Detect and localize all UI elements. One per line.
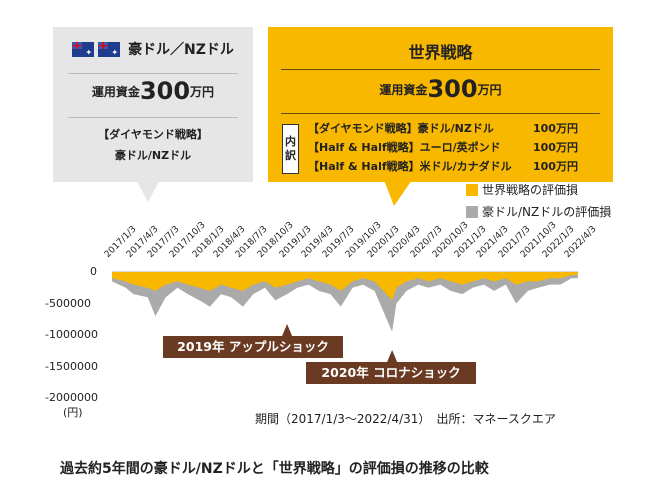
figure-caption: 過去約5年間の豪ドル/NZドルと「世界戦略」の評価損の推移の比較 (60, 461, 489, 477)
breakdown-row: 【ダイヤモンド戦略】豪ドル/NZドル 100万円 (308, 122, 578, 135)
australia-flag-icon (72, 41, 95, 57)
world-strategy-title: 世界戦略 (408, 43, 473, 62)
divider (281, 69, 600, 70)
aud-nzd-callout: 豪ドル／NZドル 運用資金300万円 【ダイヤモンド戦略】 豪ドル/NZドル (53, 27, 253, 182)
world-strategy-callout: 世界戦略 運用資金300万円 内 訳 【ダイヤモンド戦略】豪ドル/NZドル 100… (268, 27, 613, 182)
y-tick-label: -1500000 (45, 359, 98, 373)
world-strategy-capital: 運用資金300万円 (379, 75, 502, 103)
annotation-pointer (387, 350, 398, 362)
y-tick-label: -2000000 (45, 391, 98, 404)
aud-nzd-header: 豪ドル／NZドル (53, 27, 253, 71)
annotation-pointer (282, 324, 293, 336)
breakdown-tag: 内 訳 (282, 124, 299, 174)
breakdown-row: 【Half & Half戦略】ユーロ/英ポンド 100万円 (308, 141, 578, 154)
apple-shock-label: 2019年 アップルショック (163, 336, 343, 358)
breakdown-row: 【Half & Half戦略】米ドル/カナダドル 100万円 (308, 160, 578, 173)
legend-aud-nzd: 豪ドル/NZドルの評価損 (466, 203, 611, 220)
callout-pointer (136, 180, 160, 202)
series-area-world-strategy (112, 272, 578, 301)
legend-swatch (466, 183, 478, 196)
y-unit-label: (円) (63, 406, 83, 419)
legend-swatch (466, 205, 478, 218)
period-source-note: 期間（2017/1/3〜2022/4/31） 出所：マネースクエア (255, 412, 556, 426)
aud-nzd-capital: 運用資金300万円 (91, 77, 215, 105)
legend-world-strategy: 世界戦略の評価損 (466, 181, 578, 198)
divider (68, 117, 238, 118)
divider (68, 73, 238, 74)
series-area-aud-nzd (112, 272, 578, 332)
y-tick-label: 0 (90, 265, 97, 278)
aud-nzd-title: 豪ドル／NZドル (128, 42, 234, 58)
aud-nzd-strategy: 【ダイヤモンド戦略】 豪ドル/NZドル (98, 128, 208, 162)
new-zealand-flag-icon (98, 41, 121, 57)
corona-shock-label: 2020年 コロナショック (306, 362, 476, 384)
divider (281, 113, 600, 114)
y-tick-label: -1000000 (45, 328, 98, 341)
y-tick-label: -500000 (45, 296, 91, 310)
callout-pointer (384, 180, 412, 206)
